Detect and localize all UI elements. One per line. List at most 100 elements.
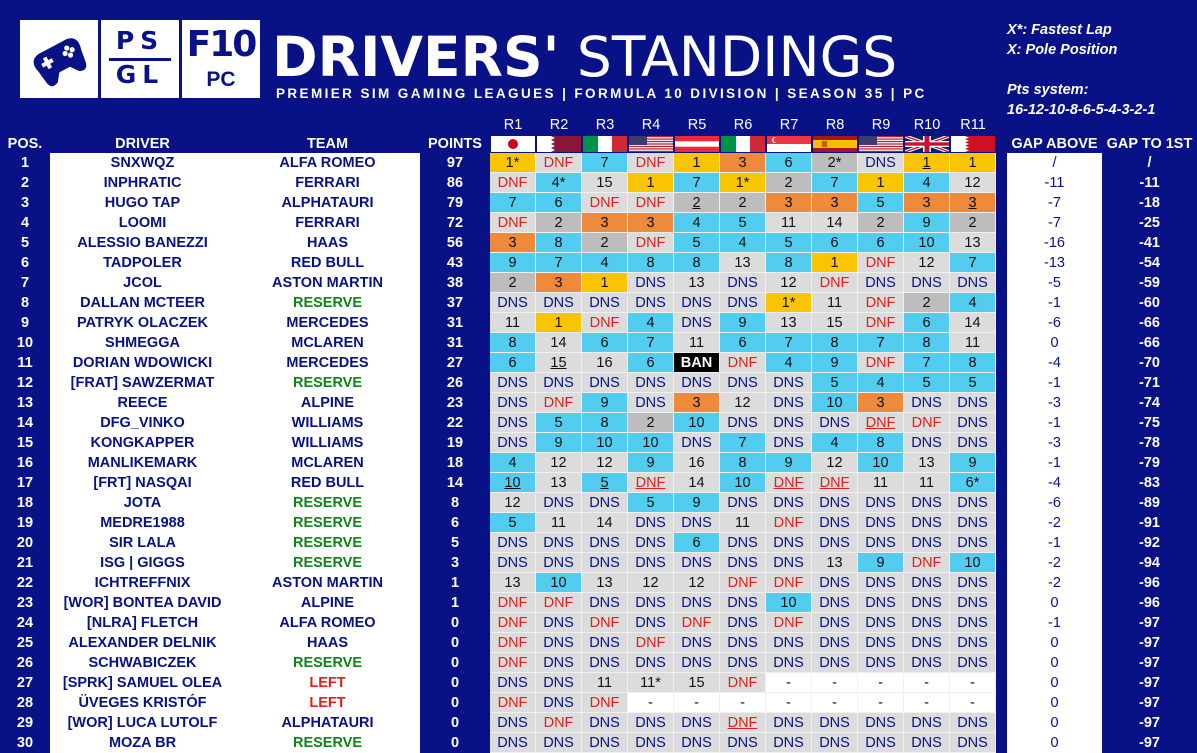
row-points: 8 [450, 495, 460, 511]
result-cell-r11: 11 [950, 333, 996, 353]
row-points: 18 [446, 455, 464, 471]
result-cell-r11: 5 [950, 373, 996, 393]
title-bold: DRIVERS' [272, 25, 560, 89]
result-cell-r9: DNF [858, 253, 904, 273]
row-team-name: ALFA ROMEO [279, 615, 376, 631]
result-cell-r2: DNS [536, 553, 582, 573]
row-driver-name: KONGKAPPER [90, 435, 195, 451]
result-cell-r11: - [950, 673, 996, 693]
result-cell-r5: 14 [674, 473, 720, 493]
result-cell-r2: DNS [536, 373, 582, 393]
result-cell-r10: 5 [904, 373, 950, 393]
result-cell-r1: DNF [490, 653, 536, 673]
row-team-name: MCLAREN [291, 455, 364, 471]
result-cell-r7: DNS [766, 493, 812, 513]
result-cell-r8: 12 [812, 453, 858, 473]
result-cell-r5: 6 [674, 533, 720, 553]
result-cell-r9: DNS [858, 493, 904, 513]
page-subtitle: PREMIER SIM GAMING LEAGUES | FORMULA 10 … [276, 86, 927, 101]
result-cell-r1: DNS [490, 413, 536, 433]
result-cell-r5: DNS [674, 313, 720, 333]
row-gap-above: -2 [1048, 555, 1061, 571]
result-cell-r5: DNS [674, 433, 720, 453]
row-team-name: ALFA ROMEO [279, 155, 376, 171]
result-cell-r4: DNF [628, 233, 674, 253]
row-position: 1 [20, 155, 30, 171]
row-points: 26 [446, 375, 464, 391]
round-header-r4: R4 [641, 117, 661, 133]
result-cell-r4: DNF [628, 193, 674, 213]
row-driver-name: ALESSIO BANEZZI [77, 235, 208, 251]
result-cell-r6: DNS [720, 293, 766, 313]
result-cell-r4: DNS [628, 553, 674, 573]
pc-logo-text: PC [206, 68, 236, 91]
driver-team-panel [50, 153, 420, 753]
result-cell-r8: 4 [812, 433, 858, 453]
result-cell-r2: 11 [536, 513, 582, 533]
result-cell-r8: 1 [812, 253, 858, 273]
row-position: 29 [16, 715, 34, 731]
result-cell-r5: 4 [674, 213, 720, 233]
result-cell-r4: 8 [628, 253, 674, 273]
result-cell-r6: DNF [720, 713, 766, 733]
row-gap-above: -13 [1044, 255, 1065, 271]
result-cell-r3: 15 [582, 173, 628, 193]
row-gap-to-first: -75 [1139, 415, 1160, 431]
row-team-name: RESERVE [292, 735, 363, 751]
result-cell-r8: DNF [812, 473, 858, 493]
row-driver-name: INPHRATIC [103, 175, 182, 191]
row-gap-above: -1 [1048, 615, 1061, 631]
result-cell-r9: - [858, 693, 904, 713]
legend-pts-label: Pts system: [1007, 82, 1089, 98]
row-points: 56 [446, 235, 464, 251]
result-cell-r7: DNF [766, 573, 812, 593]
result-cell-r11: DNS [950, 733, 996, 753]
row-team-name: LEFT [309, 695, 346, 711]
result-cell-r10: DNF [904, 553, 950, 573]
row-position: 9 [20, 315, 30, 331]
result-cell-r11: DNS [950, 613, 996, 633]
result-cell-r10: DNS [904, 273, 950, 293]
result-cell-r3: 16 [582, 353, 628, 373]
result-cell-r8: 7 [812, 173, 858, 193]
header-pos: POS. [7, 136, 43, 152]
result-cell-r10: DNS [904, 393, 950, 413]
row-position: 3 [20, 195, 30, 211]
row-gap-above: -7 [1048, 215, 1061, 231]
f10-logo-text: F10 [186, 24, 258, 65]
gamepad-logo-icon [20, 20, 98, 98]
result-cell-r3: DNS [582, 533, 628, 553]
result-cell-r1: DNF [490, 693, 536, 713]
header-team: TEAM [306, 136, 349, 152]
row-driver-name: PATRYK OLACZEK [76, 315, 209, 331]
result-cell-r7: DNS [766, 713, 812, 733]
result-cell-r8: 11 [812, 293, 858, 313]
result-cell-r1: 5 [490, 513, 536, 533]
result-cell-r8: 6 [812, 233, 858, 253]
result-cell-r1: DNF [490, 213, 536, 233]
round-header-r2: R2 [549, 117, 569, 133]
row-points: 72 [446, 215, 464, 231]
result-cell-r6: 1* [720, 173, 766, 193]
flag-qatar-icon [537, 136, 581, 152]
row-points: 19 [446, 435, 464, 451]
result-cell-r10: DNS [904, 573, 950, 593]
row-gap-to-first: -25 [1139, 215, 1160, 231]
result-cell-r1: DNF [490, 593, 536, 613]
result-cell-r10: 10 [904, 233, 950, 253]
legend-fastest-lap: X*: Fastest Lap [1007, 22, 1112, 38]
result-cell-r6: 10 [720, 473, 766, 493]
row-gap-to-first: -96 [1139, 575, 1160, 591]
result-cell-r1: DNS [490, 433, 536, 453]
row-gap-to-first: -11 [1139, 175, 1160, 191]
row-team-name: RESERVE [292, 515, 363, 531]
row-points: 31 [446, 315, 464, 331]
result-cell-r9: DNS [858, 633, 904, 653]
round-header-r7: R7 [779, 117, 799, 133]
result-cell-r8: DNS [812, 633, 858, 653]
result-cell-r3: 4 [582, 253, 628, 273]
row-gap-to-first: -70 [1139, 355, 1160, 371]
row-team-name: MERCEDES [286, 315, 369, 331]
result-cell-r9: DNS [858, 713, 904, 733]
row-position: 18 [16, 495, 34, 511]
